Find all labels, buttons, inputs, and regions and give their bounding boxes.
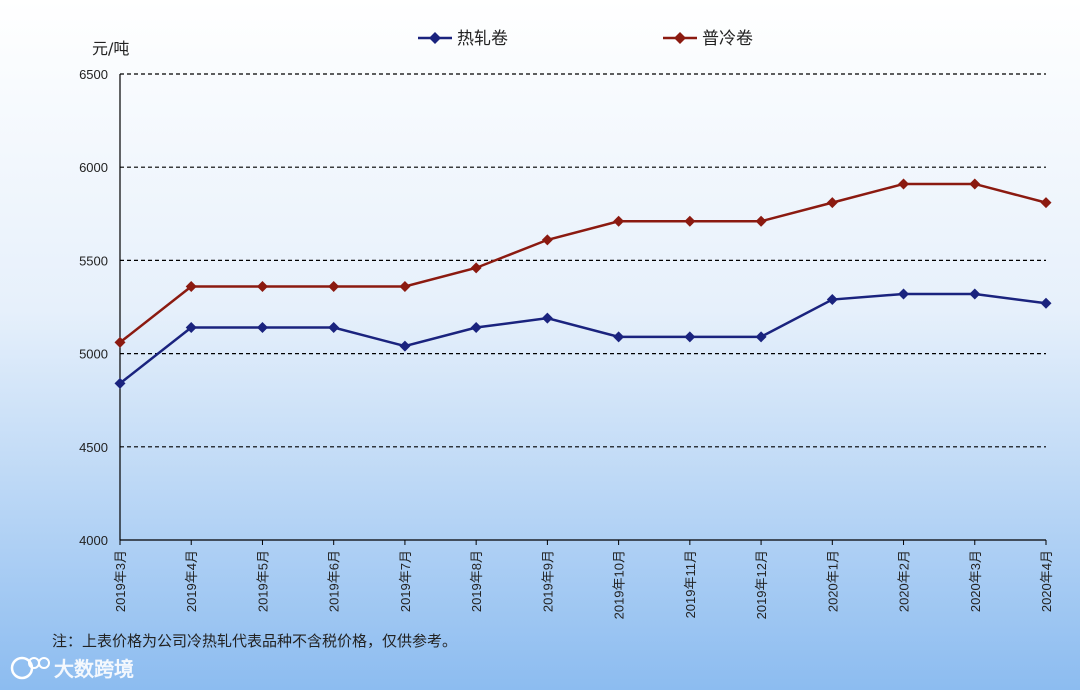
y-tick-label: 6000 [79, 160, 108, 175]
data-point-series-1 [185, 322, 197, 334]
legend: 热轧卷 普冷卷 [418, 29, 753, 49]
data-point-series-2 [256, 280, 268, 292]
data-point-series-1 [328, 322, 340, 334]
data-point-series-2 [1040, 197, 1052, 209]
series-line-2 [119, 182, 1047, 344]
data-point-series-2 [684, 215, 696, 227]
legend-label-series-2: 普冷卷 [702, 29, 753, 49]
x-tick-label: 2019年6月 [327, 550, 342, 612]
y-tick-label: 6500 [79, 67, 108, 82]
watermark-logo-icon [10, 656, 50, 680]
data-point-series-1 [684, 331, 696, 343]
y-tick-labels: 4000 4500 5000 5500 6000 6500 [79, 67, 108, 548]
footnote: 注：上表价格为公司冷热轧代表品种不含税价格，仅供参考。 [52, 632, 457, 650]
data-point-series-2 [755, 215, 767, 227]
x-tick-label: 2019年7月 [398, 550, 413, 612]
x-tick-label: 2020年3月 [968, 550, 983, 612]
x-tick-label: 2019年9月 [540, 550, 555, 612]
data-point-series-2 [185, 280, 197, 292]
x-tick-label: 2019年4月 [184, 550, 199, 612]
x-tick-label: 2020年1月 [825, 550, 840, 612]
data-point-series-2 [898, 178, 910, 190]
watermark-text: 大数跨境 [54, 657, 134, 681]
data-point-series-1 [256, 322, 268, 334]
data-point-series-1 [755, 331, 767, 343]
y-tick-label: 5500 [79, 253, 108, 268]
data-point-series-2 [114, 336, 126, 348]
x-tick-labels: 2019年3月 2019年4月 2019年5月 2019年6月 2019年7月 2019年… [113, 550, 1054, 619]
x-tick-label: 2019年3月 [113, 550, 128, 612]
x-tick-label: 2020年4月 [1039, 550, 1054, 612]
data-point-series-1 [826, 294, 838, 306]
y-unit-label: 元/吨 [92, 39, 129, 58]
data-point-series-2 [399, 280, 411, 292]
data-point-series-1 [969, 288, 981, 300]
data-point-series-2 [328, 280, 340, 292]
data-point-series-2 [613, 215, 625, 227]
series-line-1 [119, 292, 1047, 385]
data-point-series-1 [1040, 297, 1052, 309]
y-tick-label: 4500 [79, 440, 108, 455]
watermark: 大数跨境 [10, 656, 134, 681]
y-tick-label: 5000 [79, 347, 108, 362]
data-point-series-2 [969, 178, 981, 190]
series-layer [114, 178, 1052, 389]
data-point-series-1 [898, 288, 910, 300]
legend-marker-series-2 [674, 32, 686, 44]
data-point-series-1 [114, 377, 126, 389]
axes [119, 74, 1047, 545]
data-point-series-1 [399, 340, 411, 352]
data-point-series-1 [470, 322, 482, 334]
x-tick-label: 2019年5月 [255, 550, 270, 612]
data-point-series-1 [541, 312, 553, 324]
data-point-series-2 [470, 262, 482, 274]
y-tick-label: 4000 [79, 533, 108, 548]
data-point-series-2 [826, 197, 838, 209]
x-tick-label: 2019年12月 [754, 550, 769, 619]
data-point-series-1 [613, 331, 625, 343]
x-tick-label: 2019年11月 [683, 550, 698, 618]
x-tick-label: 2019年8月 [469, 550, 484, 612]
legend-marker-series-1 [429, 32, 441, 44]
data-point-series-2 [541, 234, 553, 246]
x-tick-label: 2020年2月 [897, 550, 912, 612]
grid-lines [120, 73, 1046, 448]
legend-label-series-1: 热轧卷 [457, 29, 508, 49]
x-tick-label: 2019年10月 [612, 550, 627, 619]
